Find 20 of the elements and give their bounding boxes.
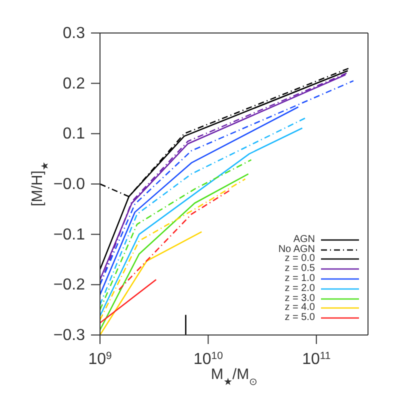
legend-label: z = 5.0 — [284, 312, 315, 324]
legend-label: z = 0.0 — [284, 253, 315, 264]
legend-label: No AGN — [278, 244, 315, 255]
x-tick-label: 10$^{10}$ — [194, 350, 224, 368]
legend-label: z = 1.0 — [284, 273, 315, 284]
legend-label: z = 3.0 — [284, 292, 315, 304]
y-tick-label: 0.3 — [62, 25, 86, 42]
y-tick-label: 0.2 — [62, 75, 86, 92]
x-tick-label: 10$^{9}$ — [88, 350, 112, 368]
y-tick-label: −0.0 — [53, 176, 86, 193]
x-axis-title: M$_{★}$/M$_{⊙}$ — [210, 366, 258, 388]
y-tick-label: −0.2 — [53, 276, 86, 294]
legend-label: z = 0.5 — [284, 263, 315, 274]
x-tick-label: 10$^{11}$ — [302, 350, 331, 368]
legend-label: AGN — [293, 234, 315, 245]
legend-label: z = 2.0 — [284, 282, 315, 294]
legend-label: z = 4.0 — [284, 302, 315, 314]
y-tick-label: −0.1 — [53, 226, 86, 244]
y-tick-label: 0.1 — [62, 126, 86, 143]
y-tick-label: −0.3 — [53, 327, 86, 344]
